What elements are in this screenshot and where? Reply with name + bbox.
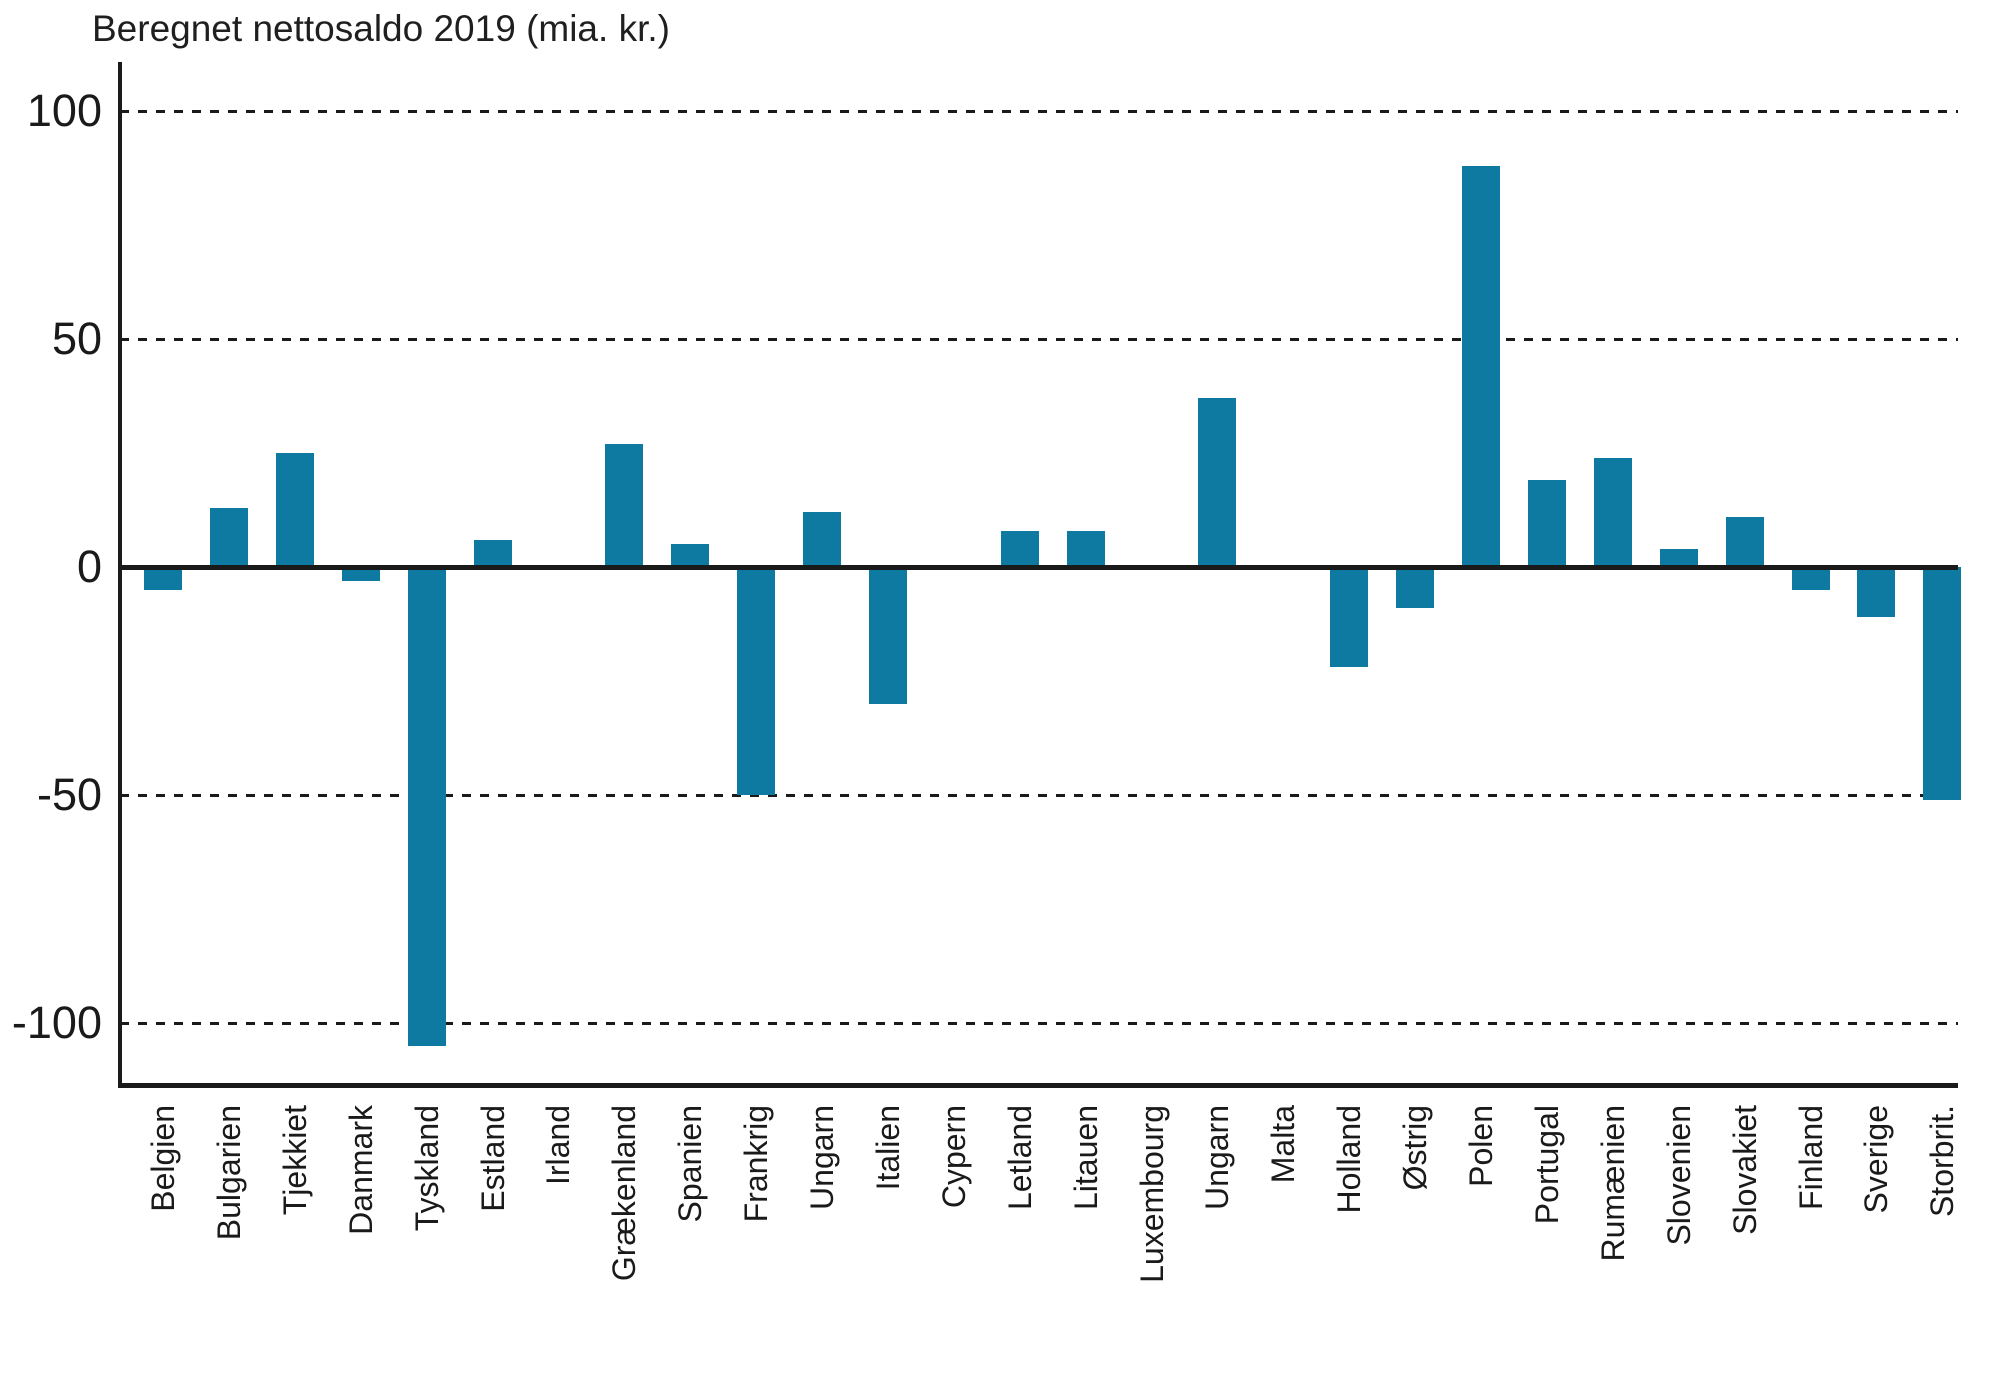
bar-frankrig bbox=[737, 567, 776, 795]
gridline-50 bbox=[120, 338, 1958, 341]
x-tick-label: Bulgarien bbox=[210, 1105, 247, 1241]
x-tick-label: Luxembourg bbox=[1133, 1105, 1170, 1283]
x-tick-label: Frankrig bbox=[738, 1105, 775, 1223]
y-tick-label: -100 bbox=[11, 997, 102, 1048]
bar-belgien bbox=[144, 567, 182, 590]
x-tick-label: Rumænien bbox=[1594, 1105, 1631, 1262]
bar-finland bbox=[1791, 567, 1830, 590]
gridline--50 bbox=[120, 794, 1958, 797]
x-tick-label: Slovenien bbox=[1660, 1105, 1697, 1246]
y-tick-label: 0 bbox=[76, 541, 102, 592]
bar-bulgarien bbox=[209, 507, 248, 567]
x-tick-label: Sverige bbox=[1858, 1105, 1895, 1214]
x-tick-label: Østrig bbox=[1397, 1105, 1434, 1191]
gridline--100 bbox=[120, 1022, 1958, 1025]
gridline-100 bbox=[120, 110, 1958, 113]
bar-rumænien bbox=[1593, 457, 1632, 567]
bar-portugal bbox=[1527, 480, 1566, 567]
bar-ungarn bbox=[803, 512, 841, 567]
x-tick-label: Ungarn bbox=[804, 1105, 840, 1210]
bar-slovenien bbox=[1659, 548, 1698, 567]
y-tick-label: 100 bbox=[26, 85, 102, 136]
x-tick-label: Polen bbox=[1463, 1105, 1499, 1187]
x-axis-spine bbox=[118, 1083, 1958, 1088]
x-tick-label: Portugal bbox=[1528, 1105, 1565, 1225]
bar-østrig bbox=[1396, 567, 1435, 609]
x-tick-label: Tjekkiet bbox=[276, 1105, 313, 1216]
x-tick-label: Italien bbox=[869, 1105, 906, 1191]
x-tick-label: Malta bbox=[1265, 1105, 1302, 1184]
x-tick-label: Irland bbox=[540, 1105, 577, 1186]
bar-estland bbox=[473, 539, 512, 567]
zero-line bbox=[120, 565, 1958, 570]
x-tick-label: Letland bbox=[1001, 1105, 1038, 1210]
y-tick-label: -50 bbox=[36, 769, 102, 820]
x-tick-label: Holland bbox=[1331, 1105, 1368, 1214]
x-tick-label: Slovakiet bbox=[1726, 1105, 1763, 1235]
chart-title: Beregnet nettosaldo 2019 (mia. kr.) bbox=[92, 8, 670, 49]
x-tick-label: Tyskland bbox=[408, 1105, 445, 1232]
bar-tyskland bbox=[407, 567, 446, 1046]
bar-spanien bbox=[671, 544, 710, 567]
x-tick-label: Estland bbox=[474, 1105, 511, 1212]
bar-grækenland bbox=[605, 443, 644, 567]
bar-letland bbox=[1000, 530, 1039, 567]
x-tick-label: Cypern bbox=[935, 1105, 972, 1209]
x-tick-label: Storbrit. bbox=[1924, 1105, 1961, 1218]
y-tick-label: 50 bbox=[51, 313, 102, 364]
x-tick-label: Danmark bbox=[342, 1105, 379, 1235]
bar-italien bbox=[868, 567, 907, 704]
bar-danmark bbox=[341, 567, 380, 581]
bar-tjekkiet bbox=[275, 453, 314, 567]
y-axis-spine bbox=[118, 62, 122, 1088]
bar-storbrit bbox=[1923, 567, 1962, 800]
bar-slovakiet bbox=[1725, 516, 1764, 567]
bar-polen bbox=[1462, 165, 1500, 567]
x-tick-label: Belgien bbox=[145, 1105, 181, 1212]
x-tick-label: Spanien bbox=[672, 1105, 709, 1223]
x-tick-label: Litauen bbox=[1067, 1105, 1104, 1210]
bar-ungarn bbox=[1198, 398, 1237, 567]
x-tick-label: Ungarn bbox=[1199, 1105, 1236, 1210]
x-tick-label: Grækenland bbox=[606, 1105, 643, 1282]
x-tick-label: Finland bbox=[1792, 1105, 1829, 1210]
bar-litauen bbox=[1066, 530, 1105, 567]
bar-holland bbox=[1330, 567, 1369, 668]
bar-sverige bbox=[1857, 567, 1896, 618]
